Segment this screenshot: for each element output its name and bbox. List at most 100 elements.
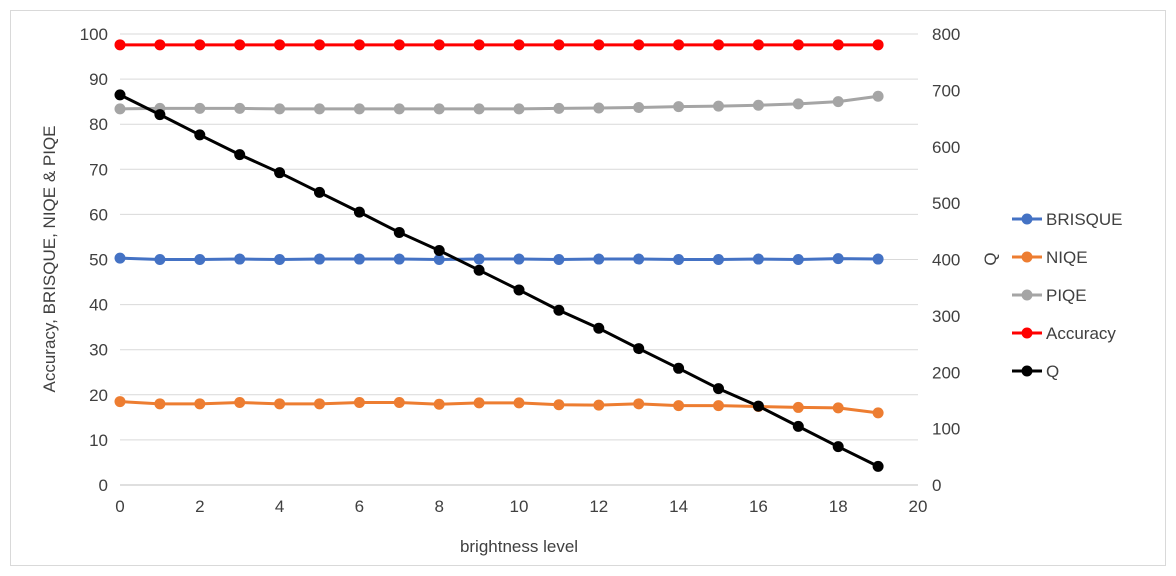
data-point-accuracy	[673, 39, 685, 51]
chart-frame	[10, 10, 1166, 566]
x-tick-label: 16	[749, 497, 768, 516]
data-point-brisque	[713, 254, 724, 265]
x-tick-label: 12	[589, 497, 608, 516]
data-point-piqe	[234, 102, 246, 114]
series-layer	[114, 39, 884, 472]
data-point-brisque	[274, 254, 286, 265]
y-tick-label: 50	[89, 251, 108, 270]
data-point-brisque	[114, 252, 126, 264]
data-point-brisque	[593, 253, 605, 265]
legend-item-q: Q	[1012, 362, 1059, 381]
data-point-brisque	[154, 254, 166, 265]
y2-tick-label: 200	[932, 363, 960, 382]
x-tick-label: 2	[195, 497, 204, 516]
data-point-brisque	[234, 253, 246, 265]
data-point-piqe	[633, 102, 645, 114]
data-point-niqe	[673, 400, 685, 412]
legend-label: PIQE	[1046, 286, 1087, 305]
data-point-q	[433, 244, 445, 256]
data-point-q	[513, 284, 525, 296]
series-line-q	[119, 93, 879, 468]
right-axis-ticks: 0 100 200 300 400 500 600 700 800	[932, 25, 960, 495]
y-tick-label: 90	[89, 70, 108, 89]
data-point-q	[154, 109, 166, 121]
data-point-brisque	[194, 254, 206, 265]
x-axis-ticks: 0 2 4 6 8 10 12 14 16 18 20	[115, 497, 927, 516]
legend-swatch-marker	[1021, 251, 1033, 263]
y2-tick-label: 800	[932, 25, 960, 44]
y-tick-label: 20	[89, 386, 108, 405]
data-point-brisque	[473, 253, 485, 265]
y-tick-label: 10	[89, 431, 108, 450]
legend-label: Accuracy	[1046, 324, 1116, 343]
y2-tick-label: 600	[932, 138, 960, 157]
legend-swatch-marker	[1021, 213, 1033, 225]
data-point-accuracy	[234, 39, 246, 51]
data-point-piqe	[713, 100, 724, 112]
series-line-piqe	[119, 94, 879, 111]
x-tick-label: 10	[510, 497, 529, 516]
x-tick-label: 6	[355, 497, 364, 516]
data-point-piqe	[353, 103, 365, 115]
data-point-niqe	[353, 396, 365, 408]
y-tick-label: 60	[89, 205, 108, 224]
y-tick-label: 30	[89, 341, 108, 360]
legend: BRISQUE NIQE PIQE Accuracy Q	[1012, 210, 1123, 381]
data-point-niqe	[633, 398, 645, 410]
data-point-accuracy	[154, 39, 166, 51]
data-point-niqe	[473, 397, 485, 409]
series-piqe	[114, 90, 884, 115]
x-tick-label: 0	[115, 497, 124, 516]
data-point-accuracy	[792, 39, 804, 51]
data-point-q	[553, 304, 565, 316]
data-point-brisque	[633, 253, 645, 265]
data-point-niqe	[274, 398, 286, 410]
data-point-accuracy	[274, 39, 286, 51]
legend-item-niqe: NIQE	[1012, 248, 1088, 267]
data-point-accuracy	[832, 39, 844, 51]
data-point-piqe	[314, 103, 325, 115]
data-point-niqe	[154, 398, 166, 410]
data-point-brisque	[752, 253, 764, 265]
data-point-accuracy	[633, 39, 645, 51]
data-point-niqe	[194, 398, 206, 410]
legend-item-brisque: BRISQUE	[1012, 210, 1123, 229]
data-point-piqe	[114, 103, 126, 115]
data-point-accuracy	[513, 39, 525, 51]
y2-tick-label: 100	[932, 420, 960, 439]
data-point-q	[353, 206, 365, 218]
data-point-q	[792, 420, 804, 432]
series-accuracy	[114, 39, 884, 51]
data-point-accuracy	[314, 39, 325, 51]
legend-swatch-marker	[1021, 365, 1033, 377]
data-point-piqe	[832, 96, 844, 108]
data-point-brisque	[673, 254, 685, 265]
data-point-q	[114, 89, 126, 101]
data-point-accuracy	[194, 39, 206, 51]
data-point-niqe	[114, 396, 126, 408]
x-tick-label: 20	[909, 497, 928, 516]
data-point-brisque	[872, 253, 884, 265]
data-point-piqe	[433, 103, 445, 115]
y-tick-label: 100	[80, 25, 108, 44]
data-point-piqe	[513, 103, 525, 115]
data-point-piqe	[274, 103, 286, 115]
legend-item-accuracy: Accuracy	[1012, 324, 1116, 343]
series-brisque	[114, 252, 884, 265]
series-q	[114, 89, 884, 472]
data-point-accuracy	[353, 39, 365, 51]
data-point-q	[633, 343, 645, 355]
data-point-brisque	[513, 253, 525, 265]
y-tick-label: 70	[89, 160, 108, 179]
x-axis-title: brightness level	[460, 537, 578, 556]
legend-swatch-marker	[1021, 327, 1033, 339]
data-point-accuracy	[593, 39, 605, 51]
data-point-brisque	[393, 253, 405, 265]
legend-label: NIQE	[1046, 248, 1088, 267]
data-point-brisque	[553, 254, 565, 265]
series-niqe	[114, 396, 884, 419]
data-point-q	[752, 400, 764, 412]
data-point-niqe	[553, 399, 565, 411]
legend-label: Q	[1046, 362, 1059, 381]
